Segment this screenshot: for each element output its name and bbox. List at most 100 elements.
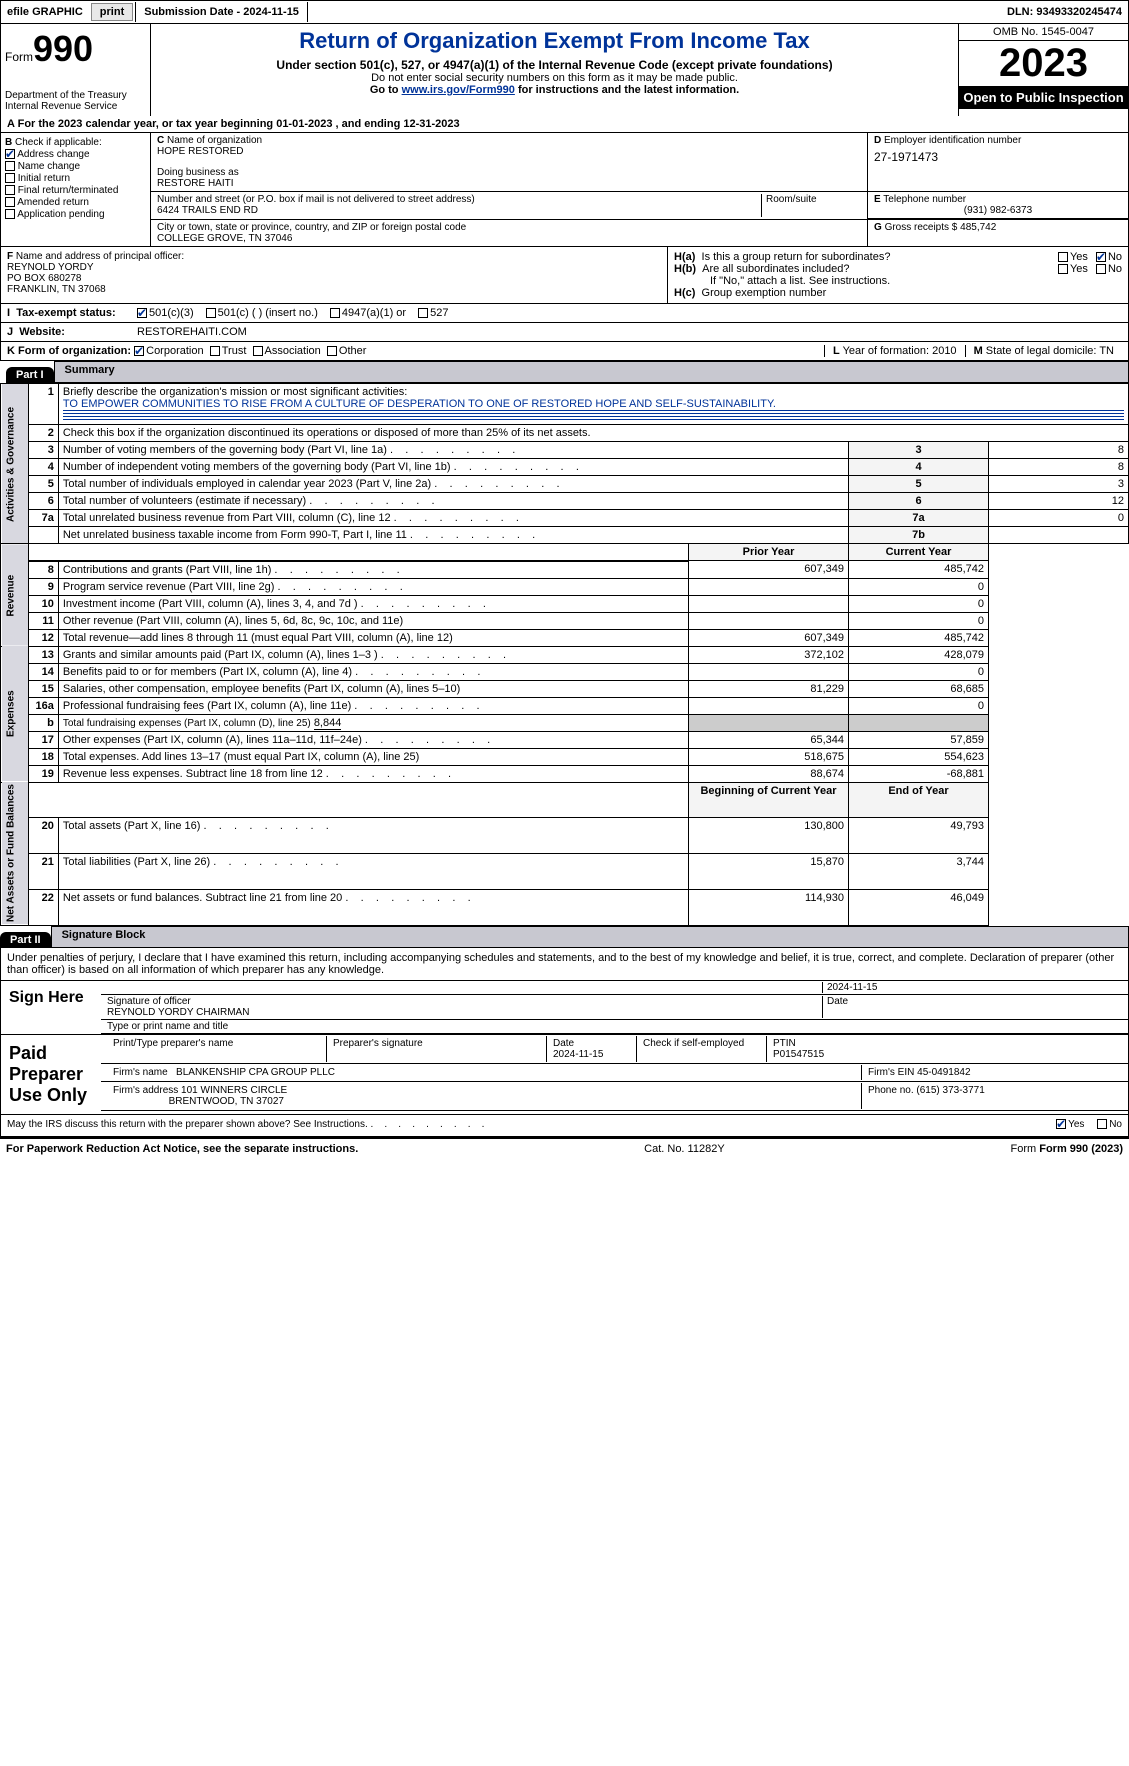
form-header: Form990 Department of the Treasury Inter… [0, 24, 1129, 116]
chk-527[interactable] [418, 308, 428, 318]
city-state-zip: COLLEGE GROVE, TN 37046 [157, 233, 861, 244]
irs-label: Internal Revenue Service [5, 101, 146, 112]
chk-address-change[interactable] [5, 149, 15, 159]
b22: 114,930 [689, 889, 849, 925]
hb-yes[interactable] [1058, 264, 1068, 274]
tax-year: 2023 [959, 41, 1128, 86]
chk-name-change[interactable] [5, 161, 15, 171]
fundraising-exp: 8,844 [314, 717, 342, 730]
sig-date: 2024-11-15 [822, 982, 1122, 993]
open-inspection: Open to Public Inspection [959, 86, 1128, 109]
chk-corp[interactable] [134, 346, 144, 356]
officer-signature: REYNOLD YORDY CHAIRMAN [107, 1007, 249, 1018]
b21: 15,870 [689, 854, 849, 890]
ein: 27-1971473 [874, 150, 1122, 164]
part1-header: Part I [6, 367, 54, 383]
ha-yes[interactable] [1058, 252, 1068, 262]
discuss-yes[interactable] [1056, 1119, 1066, 1129]
form-title: Return of Organization Exempt From Incom… [159, 28, 950, 54]
firm-addr1: 101 WINNERS CIRCLE [181, 1085, 287, 1096]
p15: 81,229 [689, 680, 849, 697]
omb-number: OMB No. 1545-0047 [959, 24, 1128, 41]
gross-receipts: 485,742 [960, 222, 996, 233]
pra-notice: For Paperwork Reduction Act Notice, see … [6, 1143, 358, 1155]
domicile: TN [1099, 345, 1114, 357]
sec-expenses: Expenses [1, 646, 29, 782]
chk-trust[interactable] [210, 346, 220, 356]
mission: TO EMPOWER COMMUNITIES TO RISE FROM A CU… [63, 398, 1124, 411]
section-fh: F Name and address of principal officer:… [0, 247, 1129, 304]
hb-no[interactable] [1096, 264, 1106, 274]
chk-initial-return[interactable] [5, 173, 15, 183]
b-letter: B [5, 137, 12, 148]
section-bcd: B Check if applicable: Address change Na… [0, 133, 1129, 247]
e21: 3,744 [849, 854, 989, 890]
line-klm: K Form of organization: Corporation Trus… [0, 342, 1129, 361]
chk-other[interactable] [327, 346, 337, 356]
firm-name: BLANKENSHIP CPA GROUP PLLC [176, 1067, 335, 1078]
val-3: 8 [989, 442, 1129, 459]
p13: 372,102 [689, 646, 849, 663]
chk-assoc[interactable] [253, 346, 263, 356]
officer-addr2: FRANKLIN, TN 37068 [7, 284, 661, 295]
dept-treasury: Department of the Treasury [5, 90, 146, 101]
footer: For Paperwork Reduction Act Notice, see … [0, 1138, 1129, 1159]
sec-revenue: Revenue [1, 544, 29, 647]
cat-no: Cat. No. 11282Y [644, 1143, 725, 1155]
chk-4947[interactable] [330, 308, 340, 318]
print-button[interactable]: print [91, 3, 133, 21]
sec-activities: Activities & Governance [1, 384, 29, 544]
irs-link[interactable]: www.irs.gov/Form990 [402, 84, 515, 96]
ha-no[interactable] [1096, 252, 1106, 262]
c14: 0 [849, 663, 989, 680]
chk-501c[interactable] [206, 308, 216, 318]
c19: -68,881 [849, 765, 989, 782]
val-6: 12 [989, 493, 1129, 510]
c12: 485,742 [849, 629, 989, 646]
c8: 485,742 [849, 561, 989, 579]
org-name: HOPE RESTORED [157, 146, 861, 157]
c11: 0 [849, 612, 989, 629]
p17: 65,344 [689, 731, 849, 748]
part2-header: Part II [0, 932, 51, 948]
chk-amended[interactable] [5, 197, 15, 207]
goto-post: for instructions and the latest informat… [515, 84, 739, 96]
line-a-text: For the 2023 calendar year, or tax year … [18, 118, 460, 130]
website: RESTOREHAITI.COM [137, 326, 247, 338]
submission-date: Submission Date - 2024-11-15 [135, 2, 308, 22]
chk-app-pending[interactable] [5, 209, 15, 219]
c17: 57,859 [849, 731, 989, 748]
top-bar: efile GRAPHIC print Submission Date - 20… [0, 0, 1129, 24]
p12: 607,349 [689, 629, 849, 646]
discuss-no[interactable] [1097, 1119, 1107, 1129]
val-4: 8 [989, 459, 1129, 476]
part1-title: Summary [54, 361, 1129, 383]
p8: 607,349 [689, 561, 849, 579]
street-address: 6424 TRAILS END RD [157, 205, 761, 216]
ssn-note: Do not enter social security numbers on … [159, 72, 950, 84]
c15: 68,685 [849, 680, 989, 697]
c16a: 0 [849, 697, 989, 714]
goto-pre: Go to [370, 84, 402, 96]
val-7b [989, 527, 1129, 544]
p19: 88,674 [689, 765, 849, 782]
chk-501c3[interactable] [137, 308, 147, 318]
form-number: 990 [33, 28, 93, 69]
val-7a: 0 [989, 510, 1129, 527]
part2-title: Signature Block [51, 926, 1129, 948]
paid-preparer-label: Paid Preparer Use Only [1, 1035, 101, 1114]
signature-block: Under penalties of perjury, I declare th… [0, 948, 1129, 1139]
firm-phone: (615) 373-3771 [916, 1085, 984, 1096]
val-5: 3 [989, 476, 1129, 493]
chk-final-return[interactable] [5, 185, 15, 195]
line-i: I Tax-exempt status: 501(c)(3) 501(c) ( … [0, 304, 1129, 323]
e22: 46,049 [849, 889, 989, 925]
firm-ein: 45-0491842 [917, 1067, 970, 1078]
firm-addr2: BRENTWOOD, TN 37027 [169, 1096, 284, 1107]
sign-here-label: Sign Here [1, 981, 101, 1034]
c10: 0 [849, 595, 989, 612]
officer-addr1: PO BOX 680278 [7, 273, 661, 284]
prep-date: 2024-11-15 [553, 1049, 603, 1060]
officer-name: REYNOLD YORDY [7, 262, 661, 273]
efile-label: efile GRAPHIC [1, 6, 89, 18]
